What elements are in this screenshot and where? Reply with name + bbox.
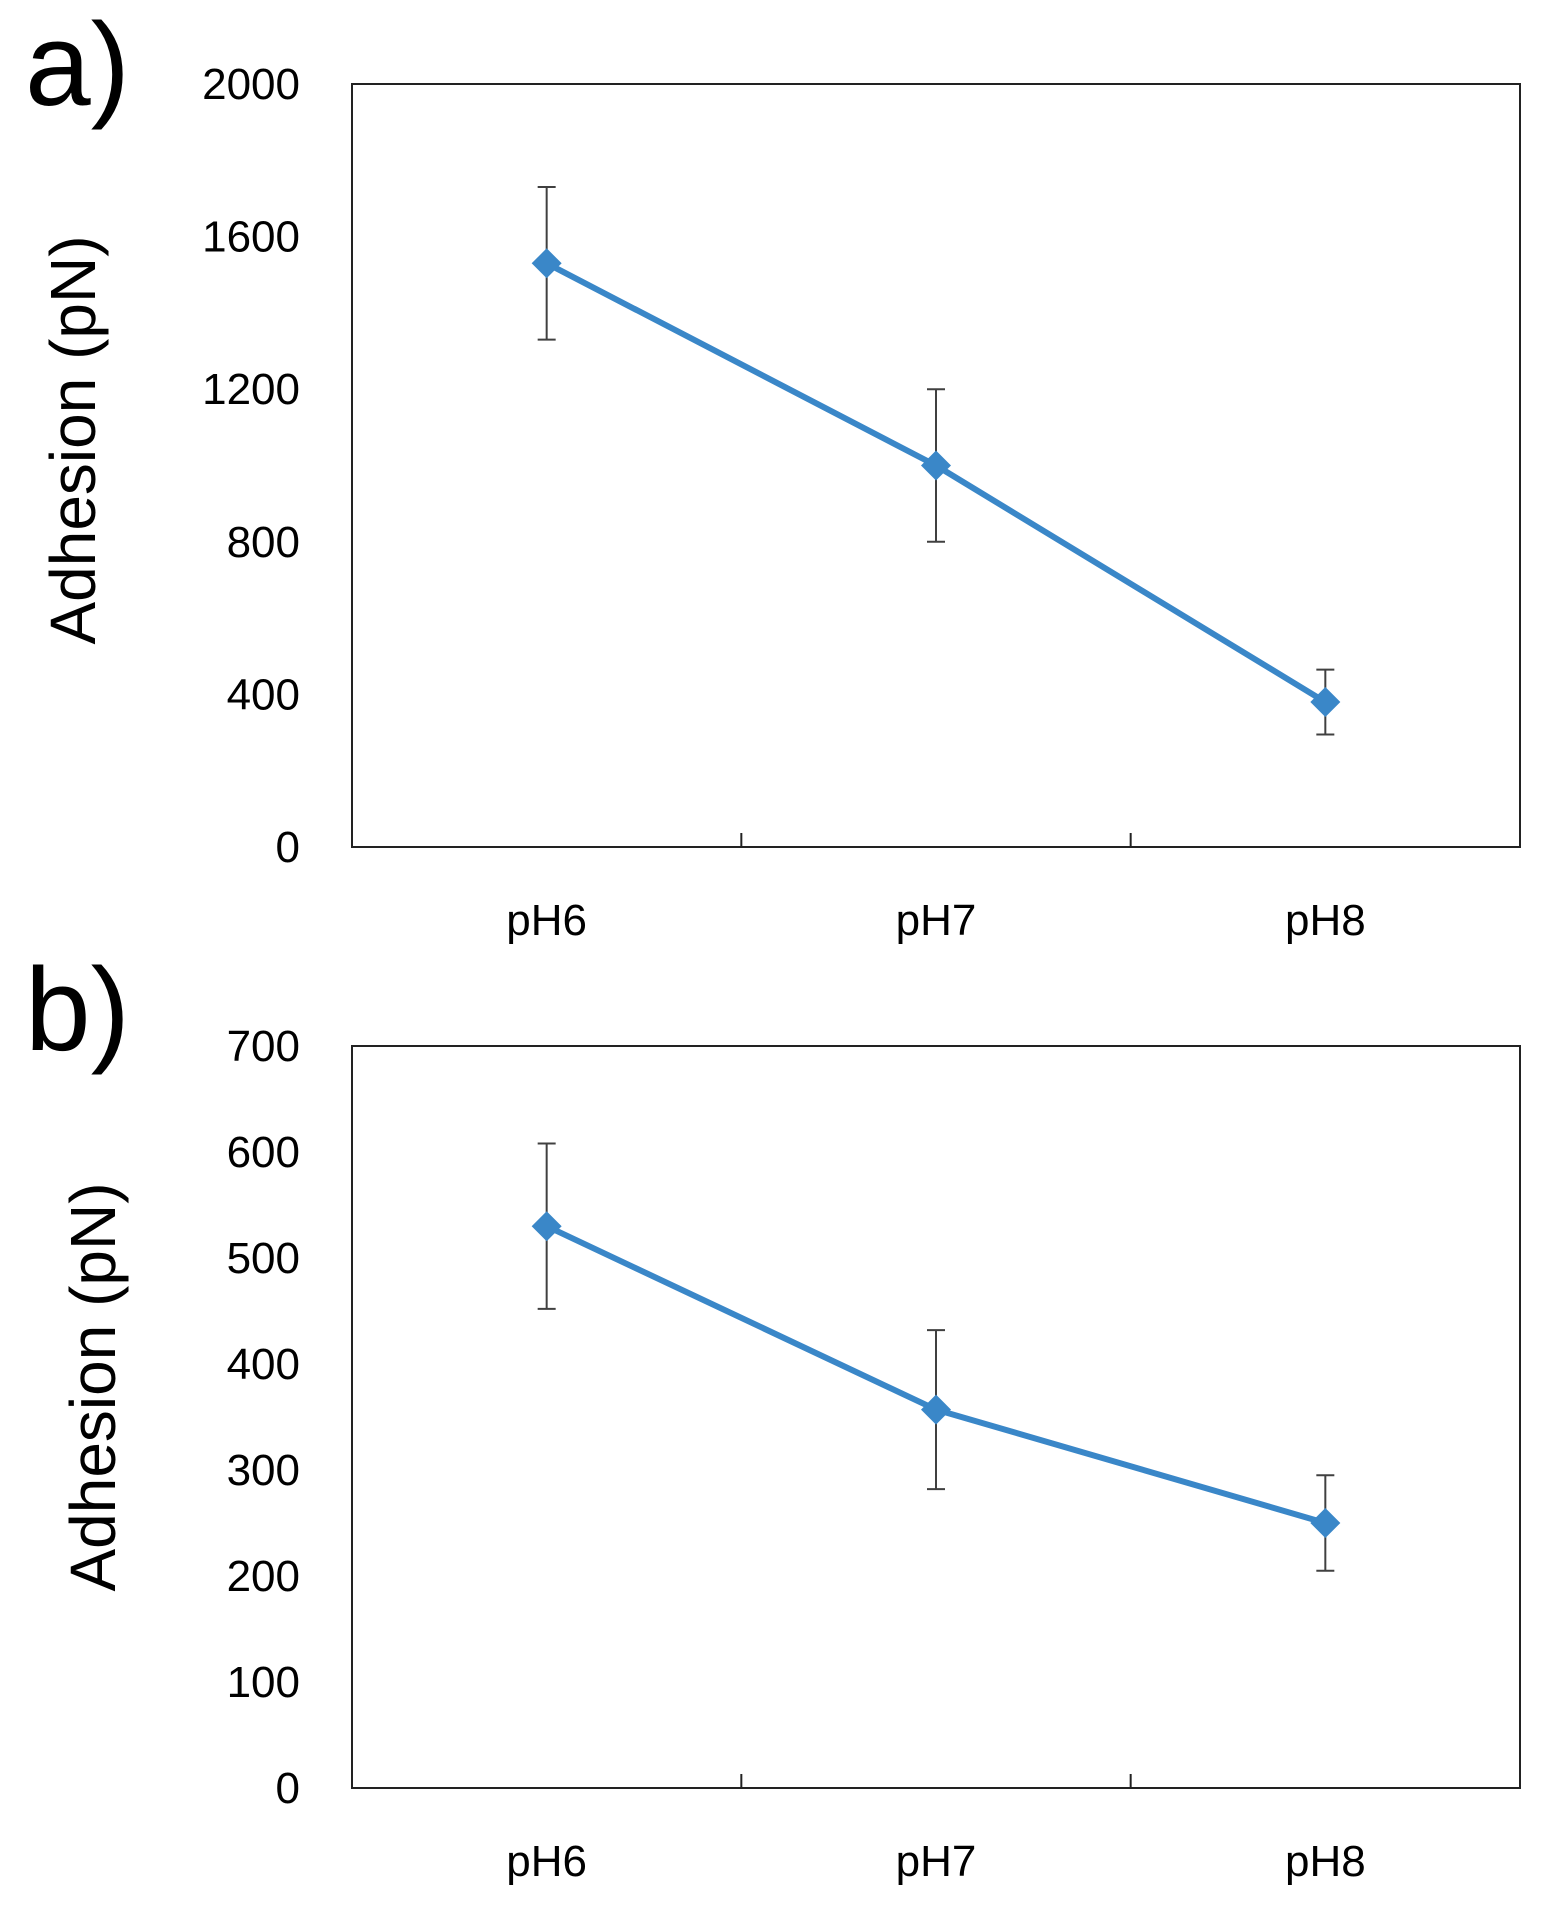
panel-label: a) bbox=[25, 0, 130, 131]
y-tick-label: 600 bbox=[227, 1128, 300, 1177]
y-tick-label: 700 bbox=[227, 1022, 300, 1071]
chart-panel-b: b) 0 100 200 300 400 500 600 700 pH6 pH7 pH8 Adhesio… bbox=[25, 944, 1521, 1886]
x-tick-label: pH6 bbox=[506, 1837, 587, 1886]
data-point-marker bbox=[921, 1394, 951, 1425]
y-tick-label: 1200 bbox=[202, 365, 300, 414]
data-point-marker bbox=[921, 450, 951, 481]
y-tick-label: 200 bbox=[227, 1552, 300, 1601]
x-tick-label: pH6 bbox=[506, 896, 587, 945]
chart-panel-a: a) 0 400 800 1200 1600 2000 pH6 pH7 pH8 Adhesion (… bbox=[25, 0, 1521, 945]
plot-frame bbox=[351, 1045, 1521, 1789]
y-tick-label: 400 bbox=[227, 670, 300, 719]
data-point-marker bbox=[1310, 1508, 1341, 1538]
plot-frame bbox=[351, 83, 1521, 848]
x-tick-label: pH8 bbox=[1285, 896, 1366, 945]
data-point-marker bbox=[1310, 687, 1341, 718]
y-tick-label: 300 bbox=[227, 1446, 300, 1495]
data-point-marker bbox=[531, 1211, 562, 1242]
x-tick-label: pH7 bbox=[896, 1837, 977, 1886]
y-tick-label: 100 bbox=[227, 1658, 300, 1707]
y-tick-label: 500 bbox=[227, 1234, 300, 1283]
x-tick-label: pH7 bbox=[896, 896, 977, 945]
data-point-marker bbox=[531, 248, 562, 279]
y-tick-label: 0 bbox=[276, 823, 300, 872]
y-axis-title: Adhesion (pN) bbox=[57, 1182, 129, 1591]
y-tick-label: 400 bbox=[227, 1340, 300, 1389]
panel-label: b) bbox=[25, 944, 130, 1076]
y-tick-label: 0 bbox=[276, 1764, 300, 1813]
x-tick-label: pH8 bbox=[1285, 1837, 1366, 1886]
y-tick-label: 1600 bbox=[202, 213, 300, 262]
y-tick-label: 800 bbox=[227, 518, 300, 567]
y-axis-title: Adhesion (pN) bbox=[37, 235, 109, 644]
y-tick-label: 2000 bbox=[202, 60, 300, 109]
